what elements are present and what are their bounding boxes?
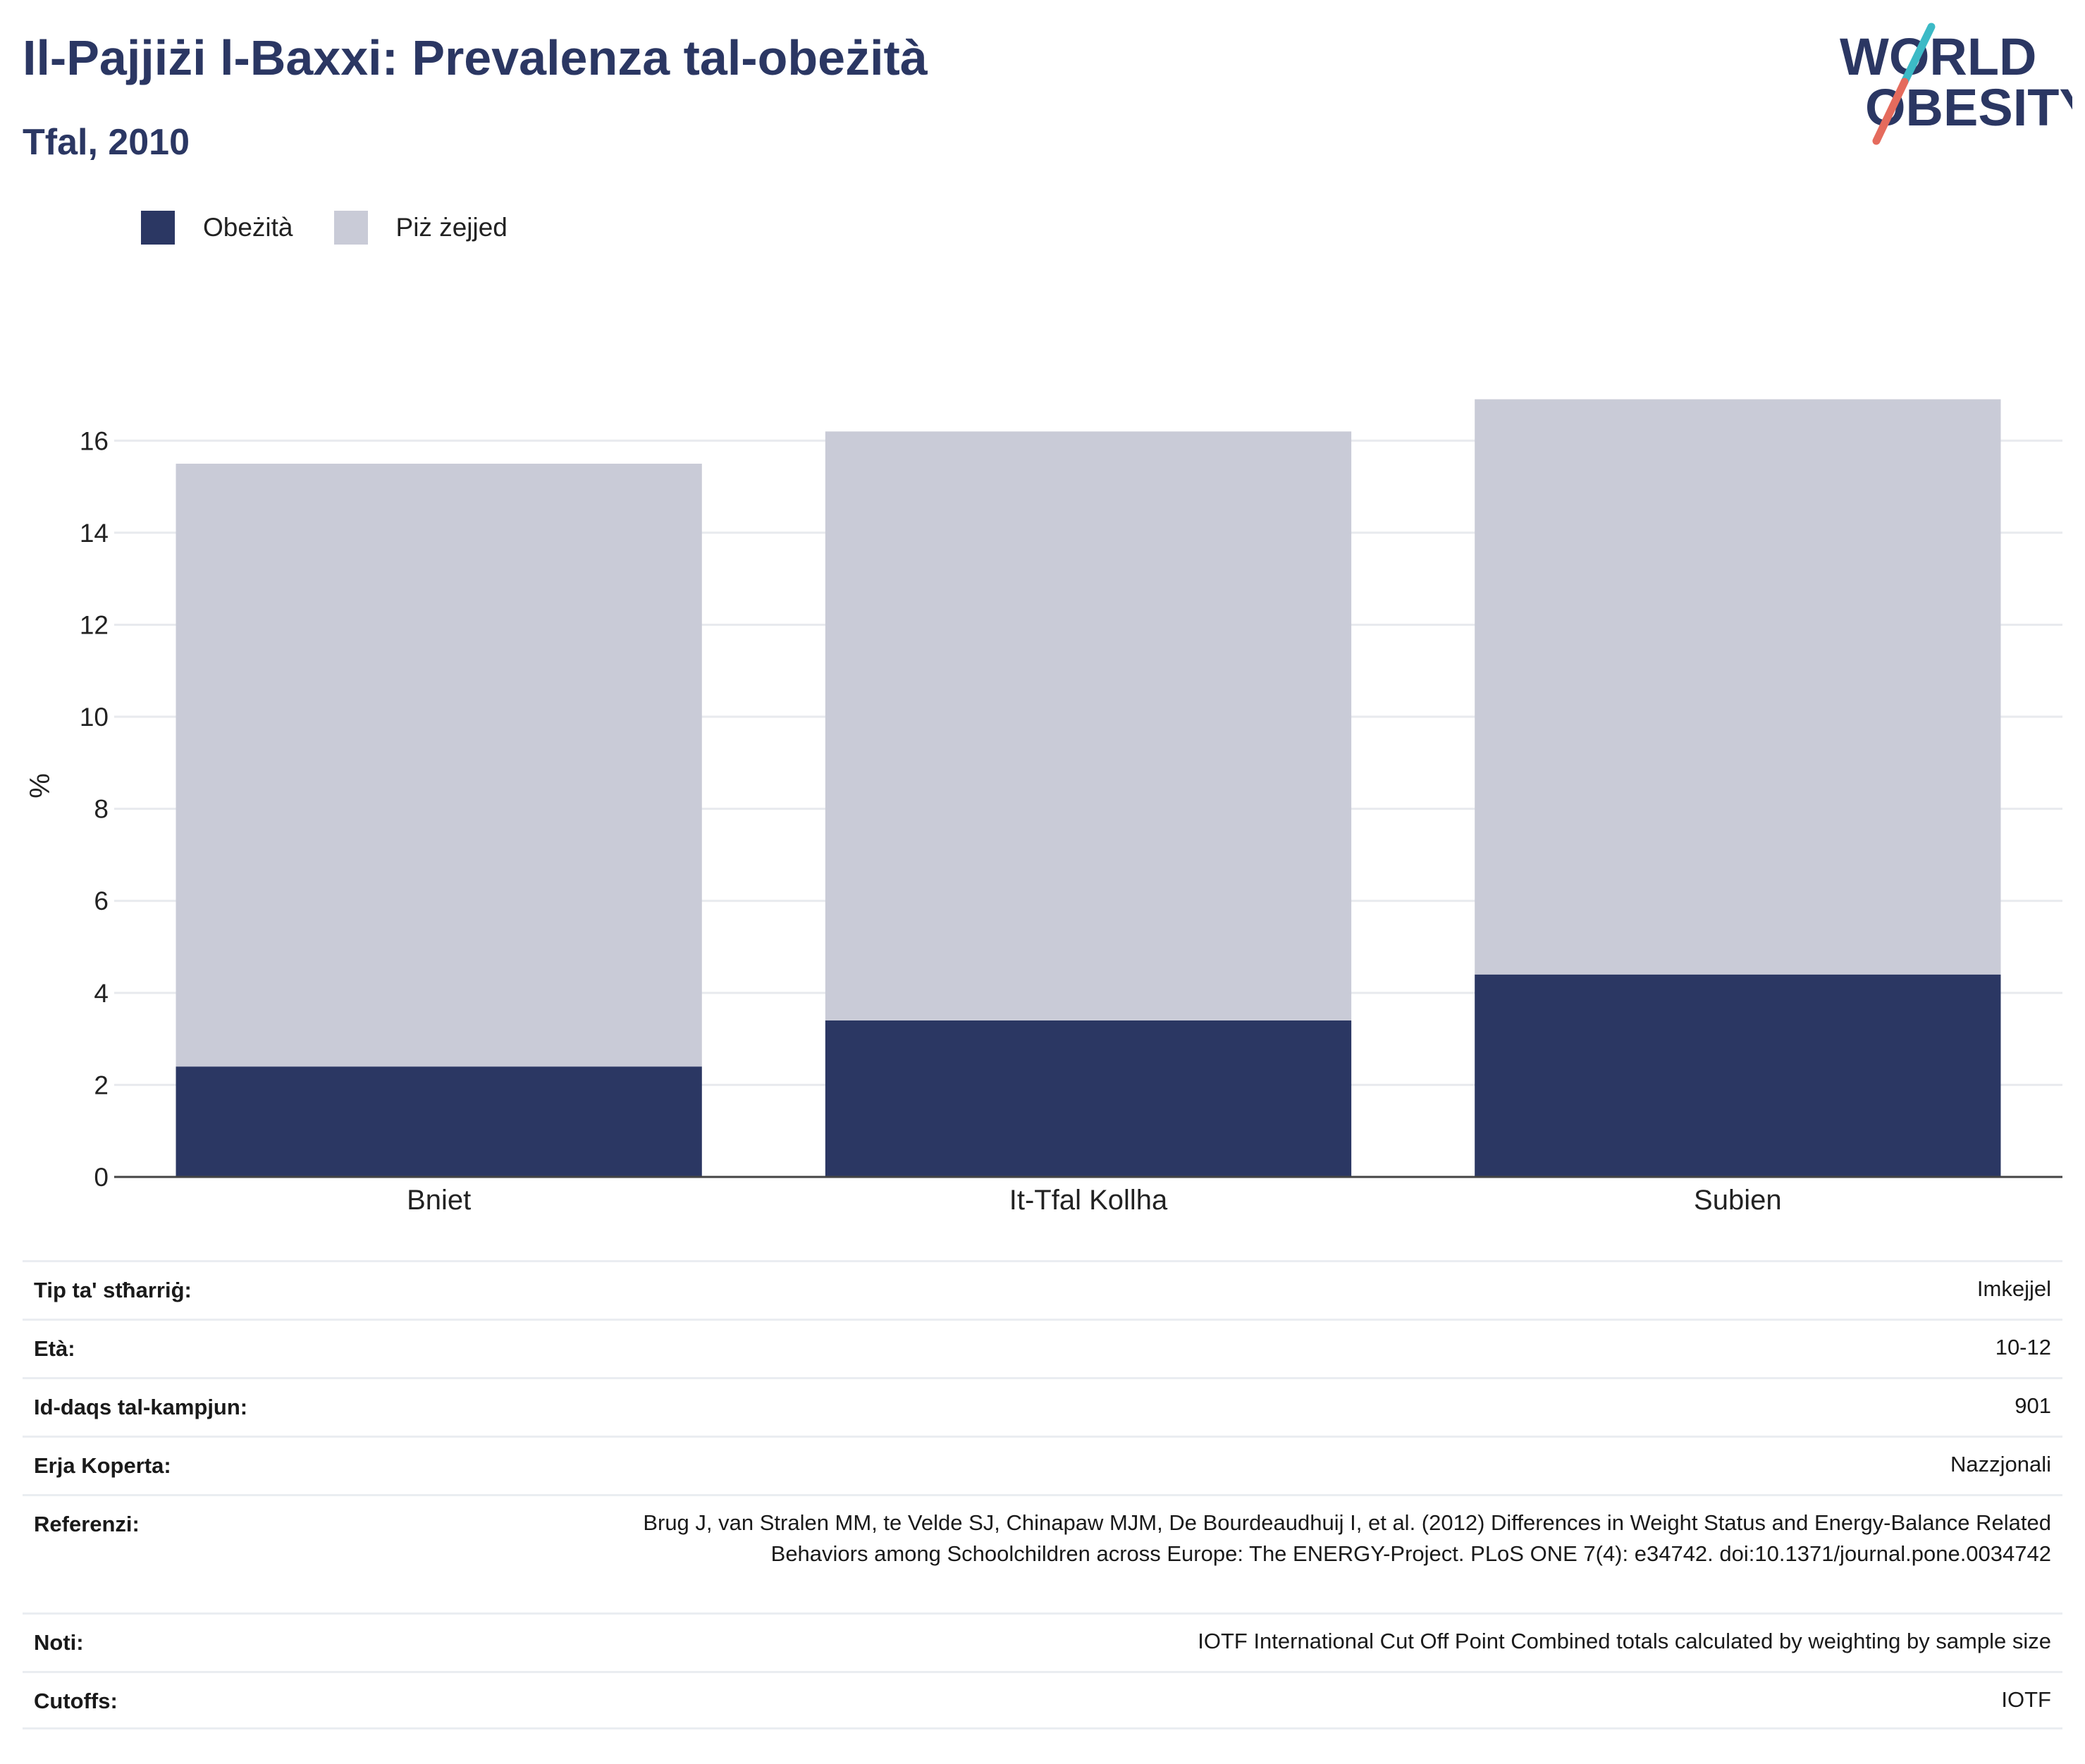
detail-label: Noti: <box>34 1630 84 1655</box>
detail-row-age: Età: 10-12 <box>23 1319 2062 1377</box>
detail-label: Referenzi: <box>34 1512 140 1536</box>
bar-overweight-0 <box>176 463 702 1067</box>
legend-item-obesity[interactable]: Obeżità <box>141 211 293 245</box>
y-tick-label: 16 <box>80 426 109 455</box>
logo-slash-top <box>1900 23 1936 86</box>
detail-row-cutoffs: Cutoffs: IOTF <box>23 1671 2062 1729</box>
legend-label-overweight: Piż żejjed <box>395 213 508 242</box>
y-tick-label: 8 <box>94 795 109 824</box>
survey-details-table: Tip ta' stħarriġ: Imkejjel Età: 10-12 Id… <box>23 1260 2062 1729</box>
detail-row-sample-size: Id-daqs tal-kampjun: 901 <box>23 1377 2062 1436</box>
y-tick-label: 10 <box>80 703 109 732</box>
y-tick-label: 6 <box>94 887 109 915</box>
bar-overweight-1 <box>825 431 1352 1020</box>
y-axis-title: % <box>25 773 56 798</box>
legend-label-obesity: Obeżità <box>203 213 293 242</box>
legend-item-overweight[interactable]: Piż żejjed <box>333 211 508 245</box>
y-tick-label: 12 <box>80 610 109 639</box>
detail-value: 901 <box>2015 1393 2051 1418</box>
y-tick-label: 2 <box>94 1071 109 1099</box>
y-tick-label: 14 <box>80 519 109 548</box>
detail-value: Imkejjel <box>1976 1276 2051 1301</box>
detail-value: IOTF International Cut Off Point Combine… <box>1198 1629 2051 1653</box>
detail-label: Erja Koperta: <box>34 1453 171 1478</box>
detail-value: 10-12 <box>1995 1335 2051 1359</box>
bar-obesity-0 <box>176 1066 702 1177</box>
chart-legend: Obeżità Piż żejjed <box>141 210 548 245</box>
legend-swatch-overweight <box>333 211 368 245</box>
y-tick-label: 4 <box>94 979 109 1008</box>
detail-row-survey-type: Tip ta' stħarriġ: Imkejjel <box>23 1260 2062 1319</box>
bar-overweight-2 <box>1475 399 2001 975</box>
y-tick-label: 0 <box>94 1163 109 1192</box>
detail-row-notes: Noti: IOTF International Cut Off Point C… <box>23 1612 2062 1671</box>
legend-swatch-obesity <box>141 211 175 245</box>
bar-obesity-1 <box>825 1020 1352 1177</box>
logo-slash-bottom <box>1872 78 1909 145</box>
chart-subtitle: Tfal, 2010 <box>23 122 190 163</box>
detail-value: Nazzjonali <box>1950 1452 2051 1476</box>
detail-row-area-covered: Erja Koperta: Nazzjonali <box>23 1436 2062 1494</box>
detail-label: Id-daqs tal-kampjun: <box>34 1395 248 1419</box>
detail-label: Età: <box>34 1336 75 1361</box>
detail-label: Tip ta' stħarriġ: <box>34 1278 192 1302</box>
x-tick-label: Subien <box>1694 1185 1782 1216</box>
world-obesity-logo: WORLD OBESITY <box>1840 20 2072 150</box>
logo-line1: WORLD <box>1840 27 2037 86</box>
bar-obesity-2 <box>1475 974 2001 1177</box>
stacked-bar-chart: 0 2 4 6 8 10 12 14 16% Bniet It-Tfal Kollha Subien <box>25 399 2062 1216</box>
detail-row-references: Referenzi: Brug J, van Stralen MM, te Ve… <box>23 1494 2062 1612</box>
detail-value: IOTF <box>2001 1687 2051 1712</box>
chart-title: Il-Pajjiżi l-Baxxi: Prevalenza tal-obeżi… <box>23 30 928 85</box>
detail-label: Cutoffs: <box>34 1689 118 1713</box>
detail-value: Brug J, van Stralen MM, te Velde SJ, Chi… <box>643 1510 2051 1566</box>
x-tick-label: It-Tfal Kollha <box>1009 1185 1168 1216</box>
x-tick-label: Bniet <box>407 1185 471 1216</box>
